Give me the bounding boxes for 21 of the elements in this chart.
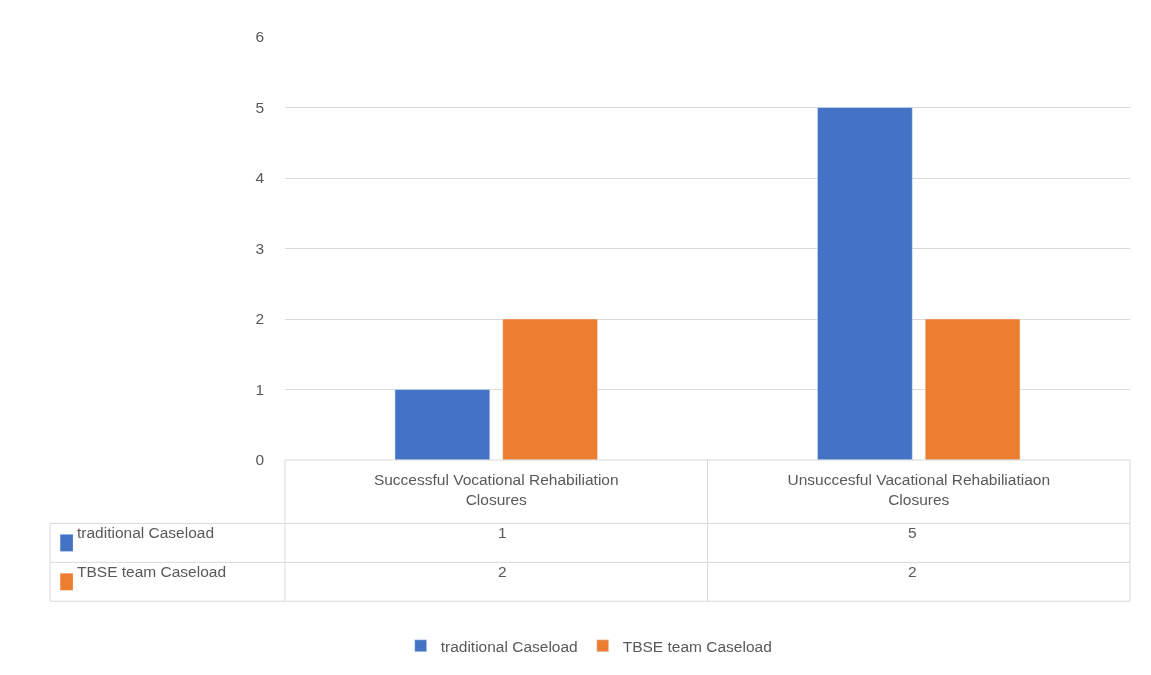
legend-label: traditional Caseload: [440, 637, 578, 655]
bar: [817, 107, 913, 460]
y-tick-label: 3: [255, 239, 264, 257]
y-tick-label: 5: [255, 98, 264, 116]
y-tick-label: 4: [255, 169, 265, 187]
data-label: 1: [498, 524, 507, 541]
bar: [394, 389, 491, 460]
bar: [502, 318, 598, 460]
bar: [924, 318, 1021, 460]
y-tick-label: 2: [255, 310, 264, 328]
x-tick-label: Unsuccesful Vacational Rehabiliatiaon Closures: [787, 470, 1051, 508]
text: TBSE team Caseload: [77, 563, 227, 580]
data-label: 2: [908, 563, 917, 580]
legend-label: TBSE team Caseload: [622, 637, 772, 655]
y-tick-label: 0: [255, 451, 265, 469]
data-label: 2: [498, 563, 507, 580]
y-tick-label: 1: [255, 380, 264, 398]
data-label: 5: [908, 524, 917, 541]
x-tick-label: Successful Vocational Rehabiliation Closures: [373, 470, 619, 508]
y-tick-label: 6: [255, 28, 264, 46]
text: traditional Caseload: [77, 524, 215, 541]
